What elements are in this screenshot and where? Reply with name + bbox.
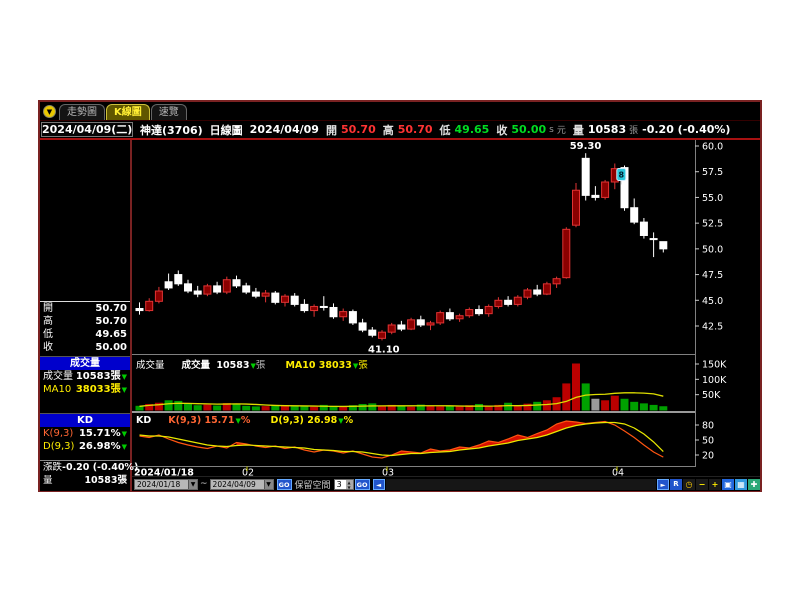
stepper-down-icon[interactable]: ▼	[347, 484, 351, 490]
close-row: 收 50.00	[43, 342, 127, 353]
svg-text:45.0: 45.0	[702, 296, 723, 307]
scroll-right-button[interactable]: ►	[657, 478, 669, 490]
kd-section-title[interactable]: KD	[40, 414, 130, 427]
apply-range-button[interactable]: GO	[276, 478, 292, 490]
refresh-icon[interactable]: R	[670, 478, 682, 490]
header-divider	[40, 138, 760, 140]
stock-chart-window: ▼ 走勢圖 K線圖 速覽 2024/04/09(二) 神達(3706) 日線圖 …	[38, 100, 762, 492]
svg-text:8: 8	[619, 170, 625, 179]
low-label: 低	[439, 123, 451, 137]
header-date: 2024/04/09	[249, 123, 319, 136]
high-row: 高 50.70	[43, 316, 127, 327]
settings-icon[interactable]: ✚	[748, 478, 760, 490]
close-value: 50.00	[511, 123, 547, 136]
svg-text:42.5: 42.5	[702, 321, 723, 332]
reserve-space-stepper[interactable]: 3 ▲ ▼	[333, 478, 354, 490]
svg-text:50: 50	[702, 436, 714, 447]
open-label: 開	[325, 123, 337, 137]
volume-unit: 張	[629, 126, 639, 136]
svg-text:2024/01/18: 2024/01/18	[134, 468, 194, 477]
d-row: D(9,3) 26.98%▼	[43, 441, 127, 452]
svg-text:50K: 50K	[702, 390, 721, 401]
svg-text:100K: 100K	[702, 375, 727, 386]
svg-text:52.5: 52.5	[702, 219, 723, 230]
svg-text:03: 03	[382, 468, 394, 477]
window-icon[interactable]: ▣	[722, 478, 734, 490]
down-arrow-icon: ▼	[121, 386, 127, 394]
volume-row: 成交量 10583張▼	[43, 371, 127, 382]
tab-menu-dropdown-button[interactable]: ▼	[43, 105, 56, 118]
open-row: 開 50.70	[43, 303, 127, 314]
current-date-cell: 2024/04/09(二)	[41, 122, 133, 137]
low-value: 49.65	[454, 123, 490, 136]
close-suffix: s	[549, 124, 554, 135]
chart-header-bar: 2024/04/09(二) 神達(3706) 日線圖 2024/04/09 開 …	[40, 121, 760, 138]
volume-label: 量	[572, 123, 584, 137]
footer-volume-row: 量 10583張	[43, 475, 127, 486]
volume-value: 10583	[587, 123, 627, 136]
clock-icon[interactable]: ◷	[683, 478, 695, 490]
svg-text:20: 20	[702, 451, 714, 462]
tab-kline-chart[interactable]: K線圖	[106, 104, 150, 120]
kd-indicator-box: KD K(9,3) 15.71%▼ D(9,3) 26.98%▼	[40, 413, 130, 453]
ohlc-summary-box: 開 50.70 高 50.70 低 49.65 收 50.00	[40, 301, 130, 354]
down-arrow-icon: ▼	[121, 373, 127, 381]
range-start-select[interactable]: 2024/01/18 ▼	[134, 478, 198, 490]
volume-section-title[interactable]: 成交量	[40, 357, 130, 370]
scrollbar-track[interactable]	[385, 478, 656, 490]
sidebar-footer: 漲跌 -0.20 (-0.40%) 量 10583張	[40, 460, 139, 487]
chart-type-label: 日線圖	[209, 123, 243, 137]
range-start-value: 2024/01/18	[137, 479, 181, 489]
volume-indicator-box: 成交量 成交量 10583張▼ MA10 38033張▼	[40, 356, 130, 396]
high-value: 50.70	[397, 123, 433, 136]
ma10-row: MA10 38033張▼	[43, 384, 127, 395]
k-line-chart-area[interactable]: 60.0 57.5 55.0 52.5 50.0 47.5 45.0 42.5 150K 100K…	[132, 140, 760, 476]
svg-text:50.0: 50.0	[702, 244, 723, 255]
svg-text:02: 02	[242, 468, 254, 477]
range-end-select[interactable]: 2024/04/09 ▼	[209, 478, 274, 490]
change-row: 漲跌 -0.20 (-0.40%)	[43, 462, 139, 473]
tab-bar: ▼ 走勢圖 K線圖 速覽	[40, 102, 760, 121]
down-arrow-icon: ▼	[121, 443, 127, 451]
price-unit-label: 元	[556, 126, 566, 136]
open-value: 50.70	[340, 123, 376, 136]
grid-icon[interactable]: ▦	[735, 478, 747, 490]
svg-text:60.0: 60.0	[702, 142, 723, 153]
svg-text:41.10: 41.10	[368, 344, 400, 355]
svg-text:57.5: 57.5	[702, 167, 723, 178]
zoom-out-icon[interactable]: −	[696, 478, 708, 490]
quote-sidebar: 開 50.70 高 50.70 低 49.65 收 50.00 成交量 成交量 1058…	[40, 140, 139, 491]
k-row: K(9,3) 15.71%▼	[43, 428, 127, 439]
svg-text:04: 04	[612, 468, 624, 477]
svg-text:55.0: 55.0	[702, 193, 723, 204]
chevron-down-icon[interactable]: ▼	[263, 479, 273, 489]
candlestick-chart[interactable]: 60.0 57.5 55.0 52.5 50.0 47.5 45.0 42.5 150K 100K…	[132, 140, 760, 476]
close-label: 收	[496, 123, 508, 137]
tab-trend-chart[interactable]: 走勢圖	[59, 104, 105, 120]
zoom-in-icon[interactable]: +	[709, 478, 721, 490]
down-arrow-icon: ▼	[121, 430, 127, 438]
tab-quick-view[interactable]: 速覽	[150, 104, 187, 120]
range-end-value: 2024/04/09	[212, 479, 256, 489]
svg-text:150K: 150K	[702, 359, 727, 370]
stepper-up-icon[interactable]: ▲	[347, 479, 351, 485]
range-separator: ~	[200, 479, 208, 489]
scroll-left-button[interactable]: ◄	[372, 478, 385, 490]
reserve-space-value: 3	[336, 479, 342, 489]
svg-text:47.5: 47.5	[702, 270, 723, 281]
high-label: 高	[382, 123, 394, 137]
low-row: 低 49.65	[43, 329, 127, 340]
svg-text:59.30: 59.30	[570, 141, 602, 152]
stock-name: 神達(3706)	[140, 123, 203, 137]
reserve-space-label: 保留空間	[294, 480, 331, 491]
svg-text:80: 80	[702, 421, 714, 432]
change-value: -0.20 (-0.40%)	[642, 123, 731, 136]
bottom-toolbar: 2024/01/18 ▼ ~ 2024/04/09 ▼ GO 保留空間 3 ▲ ▼…	[132, 476, 760, 491]
apply-space-button[interactable]: GO	[354, 478, 370, 490]
chevron-down-icon[interactable]: ▼	[188, 479, 197, 489]
